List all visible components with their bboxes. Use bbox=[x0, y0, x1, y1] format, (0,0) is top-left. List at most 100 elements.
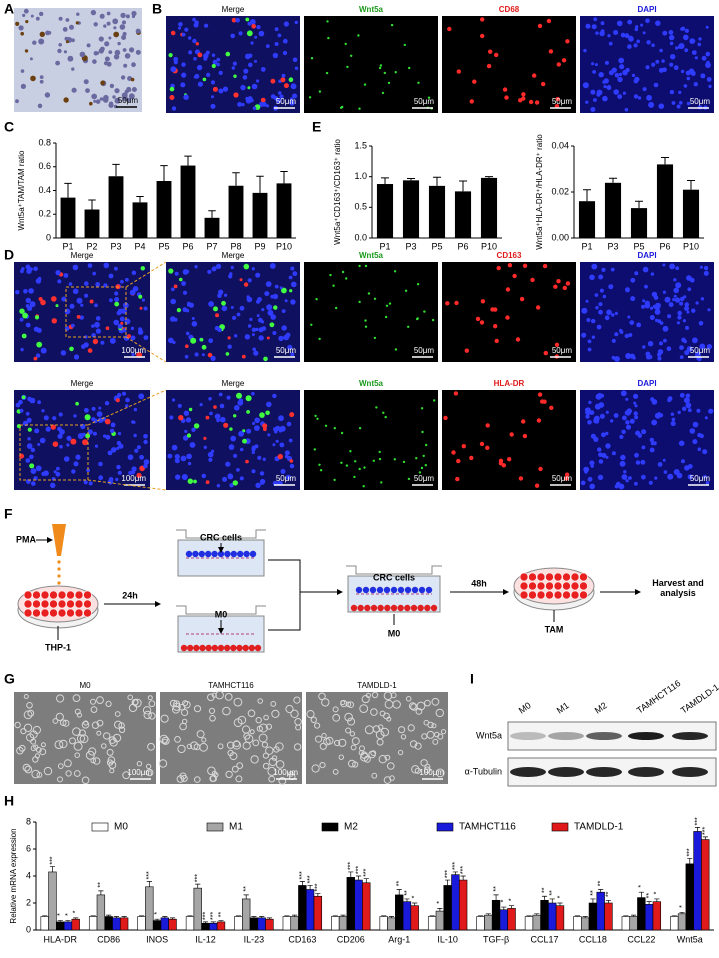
error-bar bbox=[299, 881, 305, 886]
cell bbox=[601, 267, 606, 272]
cell bbox=[595, 31, 599, 35]
well bbox=[176, 529, 266, 539]
bar bbox=[670, 916, 679, 931]
cell bbox=[222, 86, 229, 92]
cell bbox=[215, 690, 224, 700]
cell bbox=[254, 35, 258, 39]
cell bbox=[49, 608, 58, 618]
cell bbox=[348, 759, 356, 768]
significance: *** bbox=[195, 874, 202, 882]
cell bbox=[187, 478, 193, 484]
cell bbox=[261, 741, 268, 748]
cell bbox=[604, 60, 609, 65]
well bbox=[176, 605, 266, 615]
cell bbox=[671, 101, 676, 105]
cell bbox=[79, 734, 89, 744]
cell bbox=[262, 423, 268, 429]
cell bbox=[168, 337, 174, 344]
cell bbox=[662, 263, 666, 267]
cell bbox=[114, 49, 121, 56]
cell bbox=[585, 407, 590, 413]
micrograph-title: M0 bbox=[79, 681, 91, 690]
cell bbox=[95, 99, 101, 104]
cell bbox=[170, 66, 177, 73]
cell bbox=[418, 586, 426, 594]
cell bbox=[263, 356, 268, 362]
cell bbox=[131, 270, 137, 275]
cell bbox=[564, 476, 569, 481]
cell bbox=[625, 353, 632, 359]
cell bbox=[385, 304, 389, 307]
cell bbox=[55, 304, 59, 308]
cell bbox=[519, 590, 529, 600]
cell bbox=[364, 725, 374, 735]
cell bbox=[621, 474, 628, 480]
cell bbox=[118, 443, 124, 449]
cell bbox=[453, 391, 459, 396]
significance: ** bbox=[98, 882, 105, 888]
cell bbox=[251, 391, 255, 396]
cell bbox=[15, 21, 20, 26]
cell bbox=[256, 725, 263, 732]
cell bbox=[85, 750, 95, 760]
bar bbox=[578, 201, 596, 238]
cell bbox=[684, 48, 689, 53]
bar bbox=[40, 916, 49, 931]
significance: ** bbox=[541, 887, 548, 893]
cell bbox=[251, 469, 256, 474]
cell bbox=[199, 742, 209, 752]
cell bbox=[537, 23, 543, 29]
cell bbox=[644, 300, 650, 306]
cell bbox=[661, 59, 665, 63]
error-bar bbox=[534, 913, 540, 916]
cell bbox=[414, 767, 421, 774]
cell bbox=[677, 315, 682, 320]
cell bbox=[518, 476, 524, 481]
y-axis-title: Wnt5a⁺HLA-DR⁺/HLA-DR⁺ ratio bbox=[535, 134, 544, 250]
cell bbox=[225, 51, 231, 57]
cell bbox=[251, 450, 255, 455]
cell bbox=[125, 277, 129, 282]
micrograph bbox=[442, 262, 576, 362]
cell bbox=[171, 287, 175, 292]
cell bbox=[38, 297, 43, 301]
cell bbox=[63, 759, 72, 768]
cell bbox=[272, 331, 277, 335]
cell bbox=[228, 444, 235, 450]
cell bbox=[217, 644, 225, 652]
cell bbox=[522, 433, 528, 439]
drop bbox=[57, 567, 61, 571]
significance: *** bbox=[146, 871, 153, 879]
legend-label: M2 bbox=[344, 822, 358, 833]
bar bbox=[152, 920, 162, 931]
cell bbox=[31, 769, 41, 779]
cell bbox=[620, 390, 627, 397]
cell bbox=[597, 447, 602, 452]
cell bbox=[61, 296, 67, 302]
cell bbox=[404, 586, 412, 594]
error-bar bbox=[195, 883, 201, 889]
scale-label: 100μm bbox=[273, 768, 298, 777]
cell bbox=[384, 604, 391, 612]
cell bbox=[675, 266, 680, 271]
cell bbox=[81, 432, 86, 437]
cell bbox=[620, 32, 626, 38]
cell bbox=[598, 452, 603, 458]
cell bbox=[427, 96, 431, 99]
cell bbox=[625, 397, 629, 401]
cell bbox=[427, 721, 434, 729]
cell bbox=[89, 299, 94, 304]
cell bbox=[416, 317, 419, 320]
cell bbox=[27, 306, 33, 311]
cell bbox=[265, 104, 269, 108]
cell bbox=[532, 73, 537, 78]
cell bbox=[270, 78, 276, 84]
cell bbox=[214, 413, 221, 420]
cell bbox=[91, 406, 96, 411]
cell bbox=[614, 356, 620, 362]
cell bbox=[675, 46, 679, 50]
cell bbox=[222, 476, 228, 482]
bar bbox=[581, 917, 590, 931]
cell bbox=[289, 289, 293, 293]
cell bbox=[231, 17, 237, 23]
